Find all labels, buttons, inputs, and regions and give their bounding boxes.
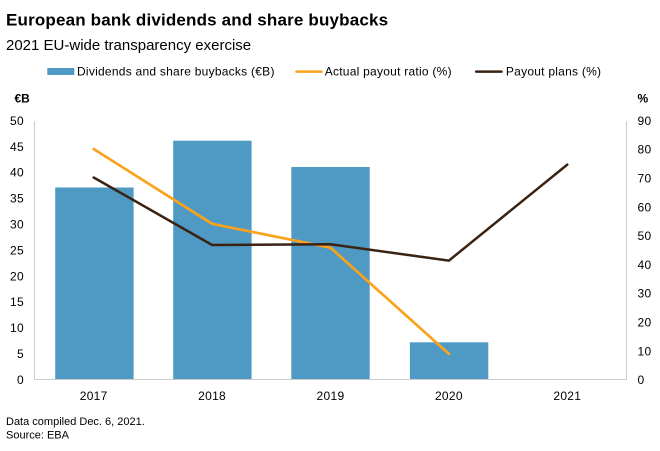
svg-text:50: 50 (10, 114, 24, 128)
svg-text:Actual payout ratio (%): Actual payout ratio (%) (325, 64, 452, 78)
svg-text:60: 60 (638, 200, 652, 214)
svg-text:Dividends and share buybacks (: Dividends and share buybacks (€B) (77, 64, 275, 78)
svg-text:70: 70 (638, 172, 652, 186)
svg-text:2018: 2018 (198, 389, 226, 403)
svg-text:10: 10 (10, 321, 24, 335)
svg-text:20: 20 (638, 316, 652, 330)
svg-text:2020: 2020 (435, 389, 463, 403)
svg-text:0: 0 (17, 373, 24, 387)
svg-text:%: % (638, 92, 649, 106)
svg-text:50: 50 (638, 229, 652, 243)
svg-text:2019: 2019 (317, 389, 345, 403)
svg-text:Source: EBA: Source: EBA (6, 430, 70, 442)
svg-text:40: 40 (638, 258, 652, 272)
svg-text:90: 90 (638, 114, 652, 128)
svg-text:Data compiled Dec. 6, 2021.: Data compiled Dec. 6, 2021. (6, 416, 145, 428)
svg-text:40: 40 (10, 166, 24, 180)
svg-text:2017: 2017 (80, 389, 108, 403)
svg-text:45: 45 (10, 140, 24, 154)
svg-text:€B: €B (15, 92, 31, 106)
svg-text:20: 20 (10, 269, 24, 283)
svg-text:10: 10 (638, 344, 652, 358)
svg-text:35: 35 (10, 192, 24, 206)
svg-text:0: 0 (638, 373, 645, 387)
svg-text:25: 25 (10, 243, 24, 257)
svg-text:80: 80 (638, 143, 652, 157)
svg-text:30: 30 (10, 218, 24, 232)
svg-text:30: 30 (638, 287, 652, 301)
svg-text:Payout plans (%): Payout plans (%) (506, 64, 601, 78)
svg-text:European bank dividends and sh: European bank dividends and share buybac… (6, 11, 388, 30)
svg-text:5: 5 (17, 347, 24, 361)
svg-text:2021 EU-wide transparency exer: 2021 EU-wide transparency exercise (6, 37, 251, 54)
svg-text:2021: 2021 (553, 389, 581, 403)
svg-text:15: 15 (10, 295, 24, 309)
